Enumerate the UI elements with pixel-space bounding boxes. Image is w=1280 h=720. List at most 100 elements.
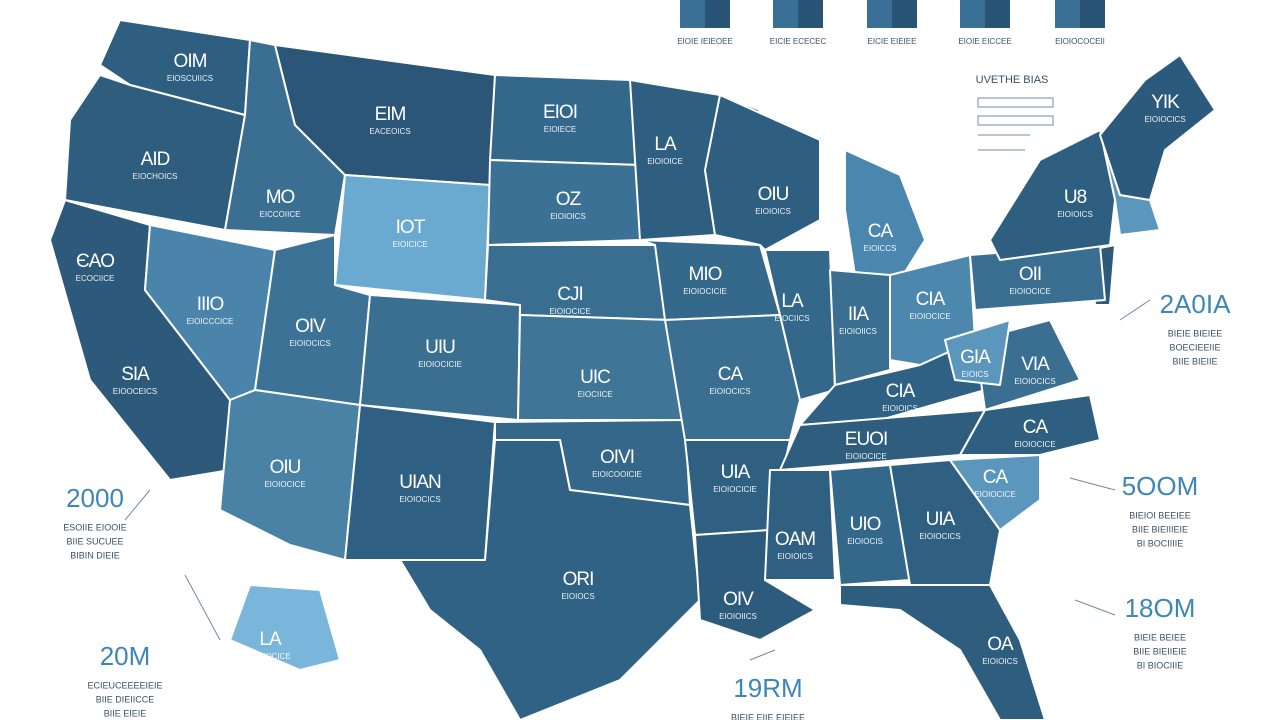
state-label: CA [868, 221, 894, 242]
state-sublabel: EIOICOOICIE [592, 470, 642, 479]
state-label: LA [259, 629, 282, 650]
bar-label: EIOIE EICCEE [958, 37, 1011, 46]
legend: UVETHE BIAS [976, 74, 1054, 151]
state-shape [229, 584, 341, 671]
state-sublabel: EIOIOIICS [839, 327, 877, 336]
state-sublabel: EIOIOCICE [264, 480, 305, 489]
state-sublabel: EIOIOCICE [249, 652, 290, 661]
state-sublabel: EIOCHOICS [133, 172, 178, 181]
state-label: LA [781, 291, 804, 312]
leader-line [124, 489, 151, 521]
state-sublabel: EIOIOCICIE [683, 287, 727, 296]
state-label: ORI [563, 569, 594, 590]
state-sublabel: EIOIOCICE [1009, 287, 1050, 296]
callout-line: BIEIE BEIEE [1134, 632, 1186, 642]
state-label: CA [718, 364, 744, 385]
state-shape [959, 394, 1101, 456]
state-sublabel: EIOIOICS [1057, 210, 1093, 219]
state-label: AID [141, 149, 170, 170]
legend-box [977, 97, 1054, 108]
top-bars: EIOIE IEIEOEE EICIE ECECEC EICIE EIEIEE EIO… [677, 0, 1105, 46]
state-shape [989, 129, 1116, 261]
state-shape [944, 319, 1011, 386]
state-label: IOT [396, 217, 426, 238]
state-label: UIAN [399, 472, 441, 493]
state-label: LA [654, 134, 677, 155]
state-shape [1099, 54, 1216, 201]
state-label: CA [983, 467, 1009, 488]
callout-value: 18OM [1125, 593, 1196, 623]
callout-line: BIIE BIEIIIEIE [1132, 524, 1188, 534]
state-label: EIOI [543, 102, 577, 123]
state-label: OAM [775, 529, 815, 550]
callout-line: ESOIIE EIOOIE [63, 522, 127, 532]
state-sublabel: EIOIOCICS [289, 339, 330, 348]
state-label: OIU [270, 457, 301, 478]
state-shape [949, 454, 1041, 531]
state-label: IIIO [197, 294, 224, 315]
state-sublabel: EIOCIICS [774, 314, 809, 323]
state-sublabel: EIOIOCICS [919, 532, 960, 541]
state-sublabel: EIOIOICS [777, 552, 813, 561]
state-sublabel: EIOICCS [864, 244, 897, 253]
state-label: OZ [556, 189, 582, 210]
state-sublabel: EIOIOIICS [719, 612, 757, 621]
state-sublabel: EIOIOCICE [974, 490, 1015, 499]
state-label: SIA [121, 364, 150, 385]
state-label: OIV [295, 316, 326, 337]
state-sublabel: EIOIOICS [982, 657, 1018, 666]
bar-block [985, 0, 1010, 28]
state-sublabel: EIOIOCICS [1144, 115, 1185, 124]
bar-block [680, 0, 705, 28]
callout-value: 5OOM [1122, 471, 1199, 501]
state-label: OA [987, 634, 1014, 655]
state-label: VIA [1021, 354, 1050, 375]
state-label: CIA [886, 381, 916, 402]
state-label: UIU [425, 337, 455, 358]
state-label: MIO [689, 264, 722, 285]
callout-line: BIIE BIEIIE [1172, 356, 1217, 366]
state-sublabel: EIOICS [961, 370, 988, 379]
state-sublabel: EIOIOCS [561, 592, 594, 601]
state-label: OII [1019, 264, 1041, 285]
bar-block [1080, 0, 1105, 28]
state-sublabel: EIOIOCICE [1014, 440, 1055, 449]
state-sublabel: EIOSCUIICS [167, 74, 213, 83]
state-label: ЄAO [76, 251, 114, 272]
callout-line: BIBIN DIEIE [70, 550, 120, 560]
callout-line: BIEIE BIEIEE [1168, 328, 1223, 338]
bar-block [960, 0, 985, 28]
state-labels: OIM EIOSCUIICS AID EIOCHOICS ЄAO ECOCIICE SIA E… [76, 51, 1186, 666]
state-label: OIU [758, 184, 789, 205]
bar-block [773, 0, 798, 28]
callout-line: ECIEUCEEEEIEIE [87, 680, 162, 690]
state-label: U8 [1064, 187, 1087, 208]
state-label: OIVI [600, 447, 634, 468]
state-label: CA [1023, 417, 1049, 438]
state-label: GIA [960, 347, 991, 368]
legend-box [977, 115, 1054, 126]
state-label: YIK [1151, 92, 1180, 113]
state-sublabel: EIOIOICS [550, 212, 586, 221]
state-sublabel: EIOIOCICE [909, 312, 950, 321]
callout-line: BIEIE EIIE EIEIEE [731, 712, 805, 720]
callout-line: BIIE EIEIE [104, 708, 147, 718]
leader-line [749, 649, 776, 661]
state-shape [764, 249, 836, 401]
bar-label: EIOIOCOCEII [1055, 37, 1105, 46]
callouts: 2000 ESOIIE EIOOIE BIIE SUCUEE BIBIN DIEIE 2… [63, 289, 1231, 720]
state-shape [704, 94, 821, 251]
state-label: EIM [375, 104, 406, 125]
callout-line: BIIE DIEIICCE [96, 694, 155, 704]
states [49, 19, 1216, 720]
state-shape [664, 314, 801, 441]
bar-block [892, 0, 917, 28]
state-sublabel: EIOCIICE [577, 390, 612, 399]
state-sublabel: EIOICICE [392, 240, 427, 249]
state-label: CIA [916, 289, 946, 310]
legend-title: UVETHE BIAS [976, 74, 1049, 86]
state-sublabel: EIOIOCIS [847, 537, 883, 546]
state-label: UIO [850, 514, 881, 535]
callout-line: BOECIEEIIE [1169, 342, 1220, 352]
leader-line [1074, 599, 1116, 616]
